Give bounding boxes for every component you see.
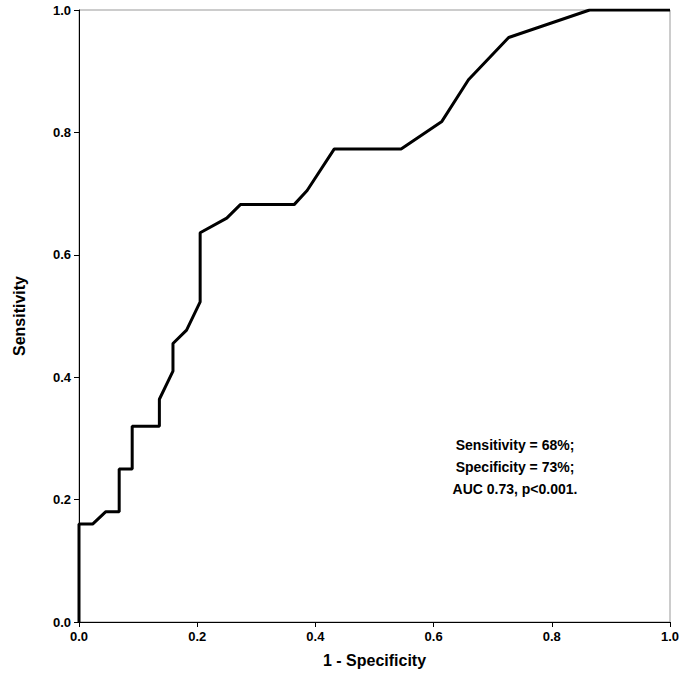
svg-text:0.0: 0.0 <box>53 615 71 630</box>
svg-text:1.0: 1.0 <box>661 629 679 644</box>
svg-text:1.0: 1.0 <box>53 3 71 18</box>
svg-text:0.4: 0.4 <box>306 629 325 644</box>
svg-text:0.6: 0.6 <box>425 629 443 644</box>
svg-text:0.6: 0.6 <box>53 247 71 262</box>
svg-text:Sensitivity = 68%;: Sensitivity = 68%; <box>456 437 575 453</box>
svg-text:0.2: 0.2 <box>188 629 206 644</box>
svg-text:0.0: 0.0 <box>70 629 88 644</box>
svg-text:Specificity = 73%;: Specificity = 73%; <box>456 459 575 475</box>
svg-text:0.2: 0.2 <box>53 492 71 507</box>
svg-text:1 - Specificity: 1 - Specificity <box>323 652 426 669</box>
svg-text:Sensitivity: Sensitivity <box>11 276 28 356</box>
svg-text:AUC 0.73, p<0.001.: AUC 0.73, p<0.001. <box>453 481 578 497</box>
svg-text:0.8: 0.8 <box>53 125 71 140</box>
svg-text:0.8: 0.8 <box>543 629 561 644</box>
svg-text:0.4: 0.4 <box>53 370 72 385</box>
